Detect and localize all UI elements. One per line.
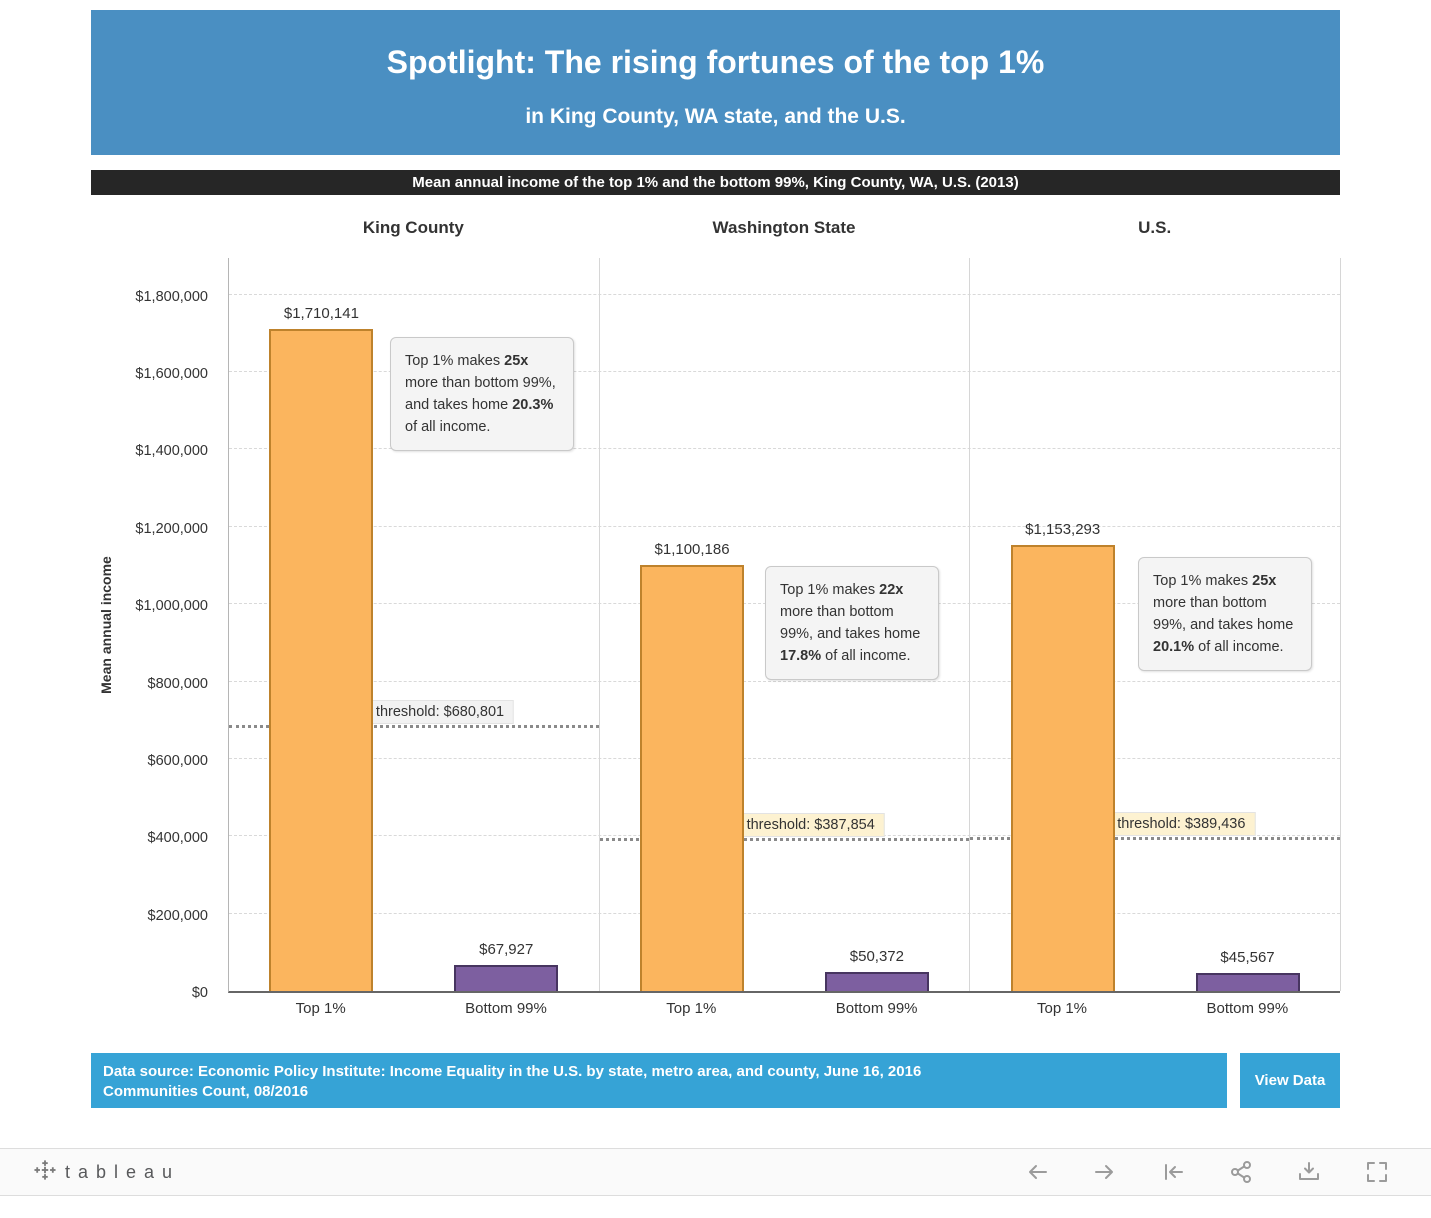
annotation-share: 20.3% bbox=[512, 397, 554, 414]
y-axis-tick-label: $800,000 bbox=[147, 675, 208, 692]
annotation-text: of all income. bbox=[821, 648, 911, 665]
annotation-text: more than bottom 99%, and takes home bbox=[1153, 595, 1294, 634]
tableau-logo-icon bbox=[34, 1159, 56, 1186]
annotation-washington-state: Top 1% makes 22x more than bottom 99%, a… bbox=[765, 566, 939, 681]
column-header-us: U.S. bbox=[1138, 218, 1172, 237]
x-axis-labels: Top 1% Bottom 99% Top 1% Bottom 99% Top 1% Bo… bbox=[228, 1000, 1340, 1024]
x-axis-label: Bottom 99% bbox=[465, 1000, 547, 1017]
bar-top-1-percent-us[interactable] bbox=[1010, 544, 1115, 991]
y-axis-tick-label: $1,400,000 bbox=[135, 443, 208, 460]
tableau-toolbar: tableau bbox=[0, 1148, 1431, 1196]
dashboard-header: Spotlight: The rising fortunes of the to… bbox=[91, 10, 1340, 155]
bar-bottom-99-percent-king-county[interactable] bbox=[454, 964, 559, 991]
tableau-logo[interactable]: tableau bbox=[34, 1159, 180, 1186]
y-axis-tick-label: $0 bbox=[191, 985, 208, 1001]
y-axis-tick-label: $600,000 bbox=[147, 752, 208, 769]
bar-value-bottom-99-washington-state: $50,372 bbox=[849, 947, 904, 965]
x-axis-label: Bottom 99% bbox=[835, 1000, 918, 1017]
chart-title-banner: Mean annual income of the top 1% and the… bbox=[91, 170, 1340, 195]
undo-icon[interactable] bbox=[1025, 1160, 1049, 1184]
bar-top-1-percent-washington-state[interactable] bbox=[640, 565, 745, 991]
annotation-text: Top 1% makes bbox=[780, 582, 880, 598]
y-axis-tick-label: $1,000,000 bbox=[135, 598, 208, 615]
y-axis-tick-label: $400,000 bbox=[147, 830, 208, 847]
panel-king-county: Top 1% threshold: $680,801 $1,710,141 $6… bbox=[229, 258, 600, 991]
column-header-king-county: King County bbox=[362, 218, 464, 237]
panel-us: Top 1% threshold: $389,436 $1,153,293 $4… bbox=[970, 258, 1341, 991]
download-icon[interactable] bbox=[1297, 1160, 1321, 1184]
redo-icon[interactable] bbox=[1093, 1160, 1117, 1184]
view-data-button[interactable]: View Data bbox=[1240, 1053, 1340, 1108]
threshold-line-washington-state bbox=[599, 837, 970, 841]
data-source-line-2: Communities Count, 08/2016 bbox=[103, 1083, 309, 1101]
bar-value-top-1-us: $1,153,293 bbox=[1025, 520, 1101, 538]
annotation-share: 17.8% bbox=[780, 648, 822, 665]
x-axis-label: Top 1% bbox=[295, 1000, 346, 1017]
annotation-text: more than bottom 99%, and takes home bbox=[405, 375, 556, 414]
gridline bbox=[229, 757, 1340, 759]
gridline bbox=[229, 912, 1340, 914]
tableau-logo-text: tableau bbox=[65, 1161, 181, 1182]
x-axis-label: Bottom 99% bbox=[1206, 1000, 1289, 1017]
bar-bottom-99-percent-us[interactable] bbox=[1195, 973, 1300, 991]
data-source-line-1: Data source: Economic Policy Institute: … bbox=[103, 1063, 922, 1080]
fullscreen-icon[interactable] bbox=[1365, 1160, 1389, 1184]
bar-value-bottom-99-us: $45,567 bbox=[1220, 949, 1275, 967]
column-header-washington-state: Washington State bbox=[712, 218, 856, 237]
threshold-line-us bbox=[970, 837, 1340, 841]
annotation-us: Top 1% makes 25x more than bottom 99%, a… bbox=[1138, 557, 1312, 672]
column-headers: King County Washington State U.S. bbox=[228, 218, 1340, 238]
bar-value-top-1-king-county: $1,710,141 bbox=[283, 305, 359, 323]
y-axis-tick-label: $1,200,000 bbox=[135, 520, 208, 537]
x-axis-label: Top 1% bbox=[1036, 1000, 1088, 1017]
bar-value-top-1-washington-state: $1,100,186 bbox=[654, 541, 730, 559]
annotation-text: of all income. bbox=[405, 419, 491, 436]
annotation-multiple: 22x bbox=[879, 582, 904, 598]
annotation-multiple: 25x bbox=[504, 353, 529, 369]
bar-value-bottom-99-king-county: $67,927 bbox=[479, 940, 534, 958]
annotation-text: Top 1% makes bbox=[405, 353, 505, 369]
y-axis-tick-label: $200,000 bbox=[147, 907, 208, 924]
data-source-bar: Data source: Economic Policy Institute: … bbox=[91, 1053, 1227, 1108]
annotation-text: of all income. bbox=[1194, 639, 1284, 656]
gridline bbox=[229, 525, 1340, 527]
annotation-share: 20.1% bbox=[1153, 639, 1195, 656]
bar-top-1-percent-king-county[interactable] bbox=[269, 329, 374, 991]
page-title: Spotlight: The rising fortunes of the to… bbox=[386, 44, 1045, 80]
annotation-text: Top 1% makes bbox=[1153, 573, 1253, 589]
bar-chart: Top 1% threshold: $680,801 $1,710,141 $6… bbox=[228, 258, 1341, 993]
annotation-text: more than bottom 99%, and takes home bbox=[780, 604, 921, 643]
gridline bbox=[229, 680, 1340, 682]
y-axis-ticks: $0 $200,000 $400,000 $600,000 $800,000 $1,000… bbox=[100, 258, 218, 1001]
revert-icon[interactable] bbox=[1161, 1160, 1185, 1184]
page-subtitle: in King County, WA state, and the U.S. bbox=[525, 105, 906, 128]
gridline bbox=[229, 448, 1340, 450]
bar-bottom-99-percent-washington-state[interactable] bbox=[824, 971, 929, 991]
gridline bbox=[229, 293, 1340, 295]
y-axis-tick-label: $1,600,000 bbox=[135, 366, 208, 383]
gridline bbox=[229, 371, 1340, 373]
y-axis-tick-label: $1,800,000 bbox=[135, 288, 208, 305]
x-axis-label: Top 1% bbox=[666, 1000, 717, 1017]
threshold-line-king-county bbox=[229, 724, 599, 728]
toolbar-icons bbox=[1025, 1160, 1389, 1184]
panel-washington-state: Top 1% threshold: $387,854 $1,100,186 $5… bbox=[599, 258, 971, 991]
annotation-multiple: 25x bbox=[1252, 573, 1277, 589]
annotation-king-county: Top 1% makes 25x more than bottom 99%, a… bbox=[390, 337, 574, 452]
share-icon[interactable] bbox=[1229, 1160, 1253, 1184]
